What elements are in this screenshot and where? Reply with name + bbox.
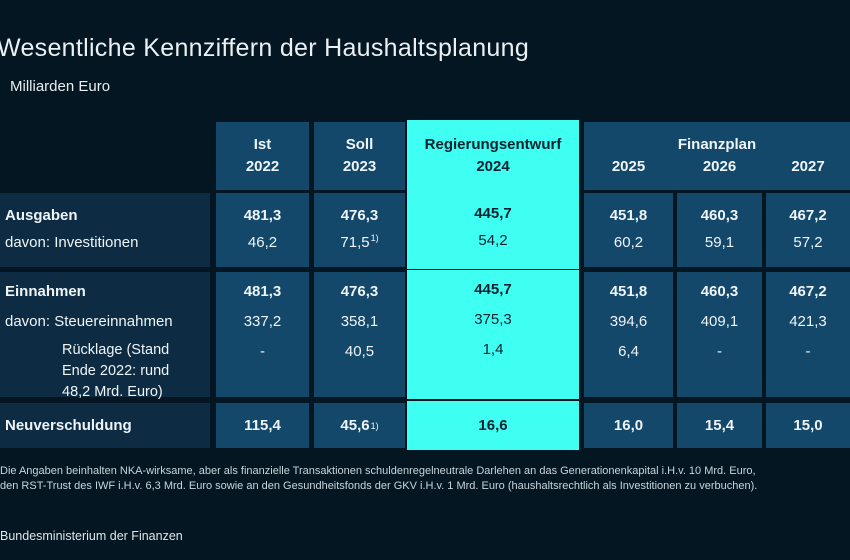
value-sub: 375,3 [474, 311, 512, 328]
value-main: 476,3 [340, 283, 379, 300]
value-sub: 358,1 [340, 313, 379, 330]
value-sub: 46,2 [247, 234, 278, 251]
value-main: 476,3 [340, 207, 379, 224]
row-label-sub: davon: Investitionen [5, 234, 139, 251]
table-header-row: Ist 2022 Soll 2023 Regierungsentwurf 202… [0, 120, 850, 192]
col-header-year: 2024 [476, 158, 510, 175]
col-header-line: Regierungsentwurf [424, 136, 562, 153]
value-sub2: 40,5 [344, 343, 375, 360]
table-row-neuverschuldung: Neuverschuldung 115,4 45,6 1) 16,6 16,0 1… [0, 401, 850, 450]
col-header-soll-2023: Soll 2023 [314, 122, 405, 190]
value-main: 481,3 [243, 207, 282, 224]
value-cell: 467,2 57,2 [766, 193, 850, 267]
finanzplan-label: Finanzplan [677, 136, 757, 153]
value-cell: 451,8 394,6 6,4 [584, 272, 673, 397]
value-sub: 54,2 [478, 232, 508, 249]
col-header-line: Ist [253, 136, 272, 153]
value-sub2: - [717, 343, 722, 360]
value-main: 16,0 [613, 417, 644, 434]
value-sub: 409,1 [700, 313, 739, 330]
value-main: 16,6 [478, 417, 508, 434]
col-header-regierungsentwurf-2024: Regierungsentwurf 2024 [407, 120, 579, 192]
value-sub2: - [260, 343, 265, 360]
row-label-ausgaben: Ausgaben davon: Investitionen [0, 193, 210, 267]
year-label-2025: 2025 [611, 158, 646, 175]
value-sub: 60,2 [613, 234, 644, 251]
row-label-sub: davon: Steuereinnahmen [5, 313, 173, 330]
row-label-main: Neuverschuldung [5, 417, 132, 434]
value-cell-highlighted: 16,6 [407, 401, 579, 450]
footnote-line-2: den RST-Trust des IWF i.H.v. 6,3 Mrd. Eu… [0, 480, 758, 492]
row-label-main: Ausgaben [5, 207, 78, 224]
value-cell: 451,8 60,2 [584, 193, 673, 267]
value-main: 481,3 [243, 283, 282, 300]
value-main: 445,7 [474, 205, 512, 222]
value-cell: 15,4 [677, 403, 762, 448]
value-sub-number: 71,5 [340, 234, 370, 251]
value-main: 467,2 [789, 207, 827, 224]
col-header-ist-2022: Ist 2022 [216, 122, 309, 190]
value-sub: 421,3 [789, 313, 827, 330]
value-main: 15,4 [704, 417, 735, 434]
value-cell: 476,3 71,51) [314, 193, 405, 267]
value-sub2: 1,4 [482, 341, 504, 358]
value-cell-highlighted: 445,7 375,3 1,4 [407, 270, 579, 399]
value-sub: 57,2 [793, 234, 823, 251]
col-header-year: 2022 [245, 158, 280, 175]
value-main: 45,6 [340, 417, 370, 434]
value-cell: 467,2 421,3 - [766, 272, 850, 397]
year-label-2026: 2026 [702, 158, 737, 175]
unit-label: Milliarden Euro [10, 78, 111, 95]
value-main: 460,3 [700, 283, 739, 300]
page-title: Wesentliche Kennziffern der Haushaltspla… [0, 34, 530, 62]
value-cell: 460,3 59,1 [677, 193, 762, 267]
row-label-einnahmen: Einnahmen davon: Steuereinnahmen Rücklag… [0, 272, 210, 400]
value-cell: 45,6 1) [314, 403, 405, 448]
header-spacer [0, 122, 210, 190]
value-cell: 115,4 [216, 403, 309, 448]
value-cell-highlighted: 445,7 54,2 [407, 191, 579, 269]
value-cell: 15,0 [766, 403, 850, 448]
value-cell: 16,0 [584, 403, 673, 448]
footnote-marker: 1) [370, 233, 379, 243]
value-main: 451,8 [609, 207, 648, 224]
finanzplan-years: 2025 2026 2027 [584, 156, 850, 178]
value-main: 460,3 [700, 207, 739, 224]
row-label-main: Einnahmen [5, 283, 86, 300]
footnote: Die Angaben beinhalten NKA-wirksame, abe… [0, 464, 760, 494]
value-sub2: - [805, 343, 811, 360]
value-sub2: 6,4 [618, 343, 639, 360]
value-sub: 59,1 [704, 234, 735, 251]
col-header-year: 2023 [342, 158, 377, 175]
year-label-2027: 2027 [791, 158, 825, 175]
value-cell: 481,3 337,2 - [216, 272, 309, 397]
footer-organization: Bundesministerium der Finanzen [0, 529, 183, 543]
value-sub: 337,2 [243, 313, 282, 330]
table-row-ausgaben: Ausgaben davon: Investitionen 481,3 46,2… [0, 191, 850, 269]
row-label-neuverschuldung: Neuverschuldung [0, 403, 210, 448]
value-cell: 476,3 358,1 40,5 [314, 272, 405, 397]
value-sub: 71,51) [314, 229, 405, 256]
value-sub: 394,6 [609, 313, 648, 330]
col-header-finanzplan: Finanzplan 2025 2026 2027 [584, 122, 850, 190]
footnote-line-1: Die Angaben beinhalten NKA-wirksame, abe… [0, 465, 756, 477]
value-cell: 460,3 409,1 - [677, 272, 762, 397]
value-main: 451,8 [609, 283, 648, 300]
budget-table: Ist 2022 Soll 2023 Regierungsentwurf 202… [0, 120, 850, 450]
value-main: 467,2 [789, 283, 827, 300]
col-header-line: Soll [345, 136, 374, 153]
value-main: 115,4 [244, 417, 281, 434]
table-row-einnahmen: Einnahmen davon: Steuereinnahmen Rücklag… [0, 270, 850, 400]
value-main: 15,0 [793, 417, 823, 434]
row-label-ruecklage: Rücklage (Stand Ende 2022: rund 48,2 Mrd… [62, 342, 170, 400]
value-cell: 481,3 46,2 [216, 193, 309, 267]
value-main: 445,7 [474, 281, 512, 298]
